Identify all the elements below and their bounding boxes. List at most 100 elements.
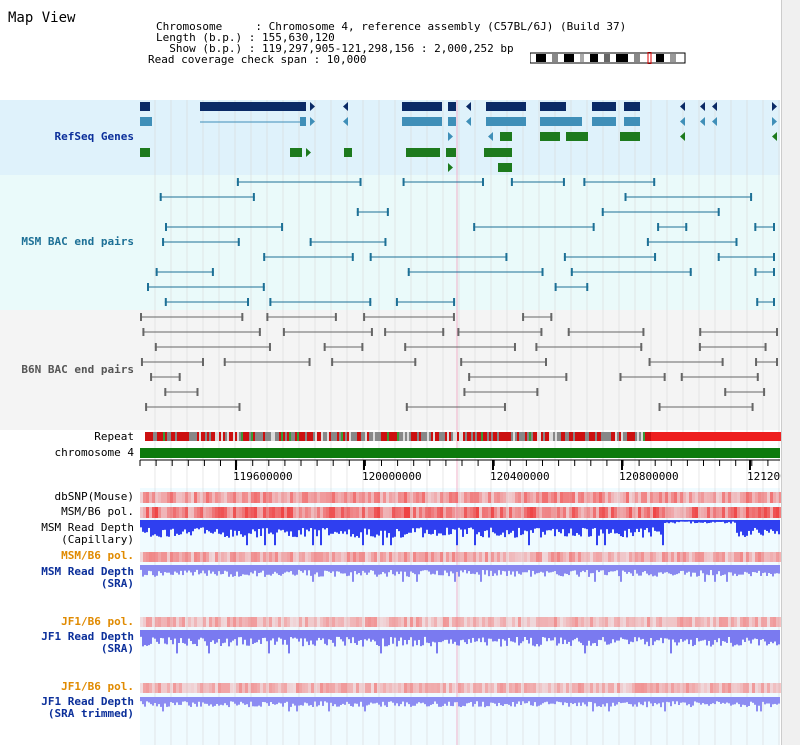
pol-cell	[509, 617, 512, 627]
depth-bar	[218, 630, 220, 639]
depth-bar	[242, 520, 244, 537]
pol-cell	[398, 492, 401, 503]
depth-bar	[712, 630, 714, 645]
pol-cell	[458, 683, 461, 693]
pol-cell	[473, 492, 476, 503]
repeat-mark	[601, 432, 603, 441]
depth-bar	[506, 697, 508, 704]
gene-block	[540, 117, 582, 126]
pol-cell	[407, 507, 410, 518]
repeat-mark	[703, 432, 705, 441]
repeat-mark	[407, 432, 409, 441]
depth-bar	[652, 565, 654, 577]
depth-bar	[152, 697, 154, 706]
depth-bar	[190, 565, 192, 573]
depth-bar	[738, 697, 740, 705]
pol-cell	[641, 492, 644, 503]
pol-cell	[263, 492, 266, 503]
depth-bar	[732, 697, 734, 705]
pol-cell	[665, 617, 668, 627]
depth-bar	[636, 697, 638, 707]
pol-cell	[644, 617, 647, 627]
pol-cell	[479, 507, 482, 518]
b6n-bac-label[interactable]: B6N BAC end pairs	[21, 363, 134, 376]
depth-bar	[640, 520, 642, 529]
refseq-genes-label[interactable]: RefSeq Genes	[54, 130, 134, 143]
repeat-mark	[687, 432, 689, 441]
depth-bar	[368, 565, 370, 573]
depth-bar	[430, 630, 432, 647]
depth-bar	[298, 565, 300, 570]
depth-bar	[414, 520, 416, 533]
depth-bar	[530, 520, 532, 531]
pol-cell	[221, 617, 224, 627]
depth-bar	[172, 630, 174, 645]
depth-bar	[366, 520, 368, 535]
msm-bac-label[interactable]: MSM BAC end pairs	[21, 235, 134, 248]
pol-cell	[209, 683, 212, 693]
depth-bar	[438, 697, 440, 707]
msm-b6-pol-label-1[interactable]: MSM/B6 pol.	[61, 505, 134, 518]
depth-bar	[458, 520, 460, 528]
msm-read-depth-capillary-label[interactable]: MSM Read Depth (Capillary)	[41, 521, 134, 546]
depth-bar	[544, 520, 546, 535]
pol-cell	[335, 492, 338, 503]
depth-bar	[192, 565, 194, 576]
dbsnp-label[interactable]: dbSNP(Mouse)	[54, 490, 134, 503]
pol-cell	[608, 552, 611, 562]
vertical-scrollbar[interactable]	[781, 0, 800, 745]
pol-cell	[170, 492, 173, 503]
depth-bar	[274, 565, 276, 572]
pol-cell	[149, 492, 152, 503]
pol-cell	[203, 492, 206, 503]
bac-end	[545, 358, 548, 366]
depth-bar	[590, 520, 592, 537]
depth-bar	[580, 697, 582, 706]
depth-bar	[686, 630, 688, 640]
pol-cell	[230, 552, 233, 562]
pol-cell	[314, 617, 317, 627]
depth-bar	[754, 630, 756, 639]
pol-cell	[485, 617, 488, 627]
jf1-b6-pol-label-2[interactable]: JF1/B6 pol.	[61, 680, 134, 693]
depth-bar	[604, 697, 606, 707]
pol-cell	[554, 507, 557, 518]
repeat-mark	[225, 432, 227, 441]
pol-cell	[161, 617, 164, 627]
repeat-mark	[339, 432, 341, 441]
jf1-b6-pol-label-1[interactable]: JF1/B6 pol.	[61, 615, 134, 628]
msm-b6-pol-label-2[interactable]: MSM/B6 pol.	[61, 549, 134, 562]
repeat-mark	[571, 432, 573, 441]
chromosome-ideogram[interactable]	[530, 52, 686, 64]
depth-bar	[444, 565, 446, 571]
msm-read-depth-sra-label[interactable]: MSM Read Depth (SRA)	[41, 565, 134, 590]
depth-bar	[596, 565, 598, 571]
pol-cell	[635, 492, 638, 503]
depth-bar	[756, 630, 758, 640]
pol-cell	[260, 683, 263, 693]
pol-cell	[647, 552, 650, 562]
pol-cell	[764, 617, 767, 627]
pol-cell	[158, 683, 161, 693]
pol-cell	[602, 683, 605, 693]
repeat-mark	[367, 432, 369, 441]
pol-cell	[515, 617, 518, 627]
pol-cell	[140, 683, 143, 693]
pol-cell	[242, 617, 245, 627]
repeat-mark	[335, 432, 337, 441]
jf1-read-depth-sra-label[interactable]: JF1 Read Depth (SRA)	[41, 630, 134, 655]
jf1-read-depth-trimmed-label[interactable]: JF1 Read Depth (SRA trimmed)	[41, 695, 134, 720]
depth-bar	[384, 520, 386, 531]
pol-cell	[506, 507, 509, 518]
repeat-mark	[753, 432, 755, 441]
repeat-mark	[563, 432, 565, 441]
depth-bar	[210, 520, 212, 533]
pol-cell	[170, 552, 173, 562]
repeat-mark	[773, 432, 775, 441]
pol-cell	[716, 492, 719, 503]
pol-cell	[725, 492, 728, 503]
depth-bar	[480, 520, 482, 537]
repeat-mark	[439, 432, 441, 441]
depth-bar	[384, 697, 386, 706]
